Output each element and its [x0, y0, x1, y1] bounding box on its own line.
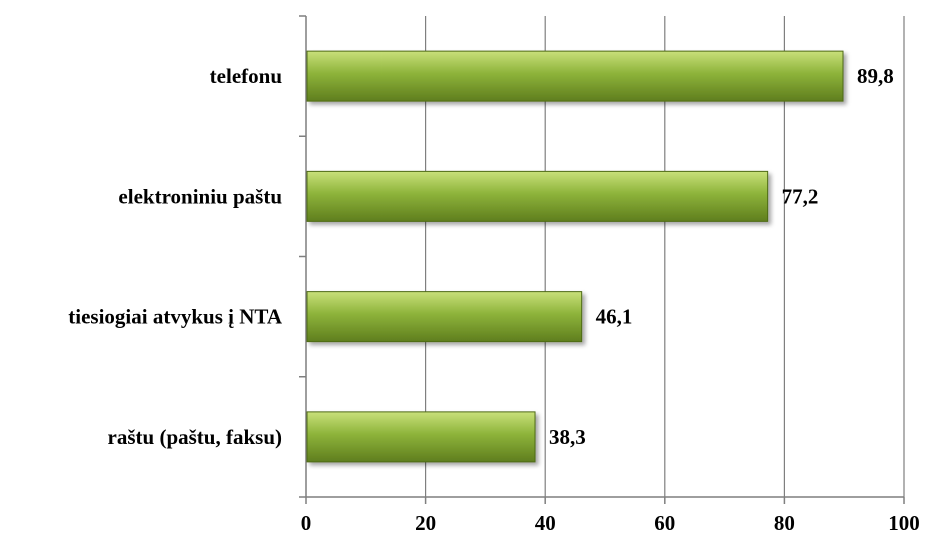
- data-label: 46,1: [596, 305, 633, 329]
- x-tick-label: 60: [654, 511, 675, 535]
- x-tick-label: 80: [774, 511, 795, 535]
- labels: 0 20 40 60 80 100 telefonu 89,8 elektroniniu paš…: [68, 64, 919, 535]
- data-label: 89,8: [857, 64, 894, 88]
- bar: [306, 50, 844, 102]
- category-label: tiesiogiai atvykus į NTA: [68, 305, 283, 329]
- data-label: 38,3: [549, 425, 586, 449]
- bar: [306, 411, 536, 463]
- x-tick-label: 20: [415, 511, 436, 535]
- x-tick-label: 40: [535, 511, 556, 535]
- x-tick-label: 0: [301, 511, 312, 535]
- bar: [306, 291, 583, 343]
- bar: [306, 170, 769, 222]
- bars: [306, 50, 844, 463]
- category-label: elektroniniu paštu: [118, 184, 282, 208]
- data-label: 77,2: [782, 184, 819, 208]
- x-tick-label: 100: [888, 511, 920, 535]
- axes: [299, 15, 905, 504]
- category-label: raštu (paštu, faksu): [108, 425, 282, 449]
- category-label: telefonu: [210, 64, 283, 88]
